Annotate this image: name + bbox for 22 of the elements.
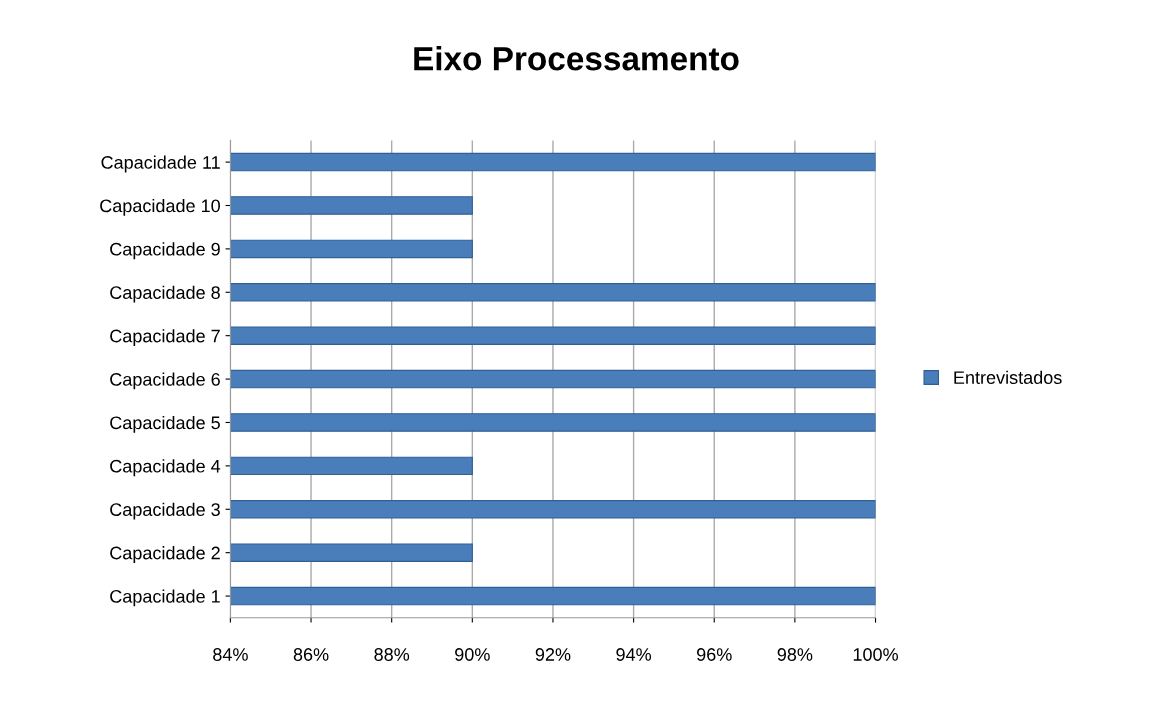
x-tick-label: 86% (293, 648, 329, 661)
x-tick-label: 96% (697, 648, 732, 661)
y-tick-label: Capacidade 5 (110, 415, 220, 433)
y-tick-label: Capacidade 8 (110, 285, 220, 303)
y-tick-label: Capacidade 9 (110, 242, 220, 260)
y-tick-label: Capacidade 7 (110, 329, 220, 346)
y-tick-label: Capacidade 10 (100, 198, 220, 216)
x-tick-label: 90% (455, 648, 490, 661)
x-tick-label: 84% (213, 648, 248, 661)
x-tick-label: 88% (374, 648, 410, 661)
y-tick-label: Capacidade 3 (110, 502, 220, 520)
x-tick-label: 92% (535, 648, 571, 661)
y-tick-label: Capacidade 11 (101, 155, 220, 173)
y-tick-label: Capacidade 1 (110, 589, 220, 607)
y-tick-label: Capacidade 6 (110, 372, 220, 390)
x-tick-label: 100% (853, 648, 898, 661)
x-tick-label: 94% (616, 648, 652, 661)
chart-title: Eixo Processamento (414, 46, 739, 71)
y-tick-label: Capacidade 4 (110, 459, 221, 477)
legend-label: Entrevistados (954, 370, 1062, 384)
x-tick-label: 98% (777, 648, 813, 661)
y-tick-label: Capacidade 2 (110, 546, 220, 563)
